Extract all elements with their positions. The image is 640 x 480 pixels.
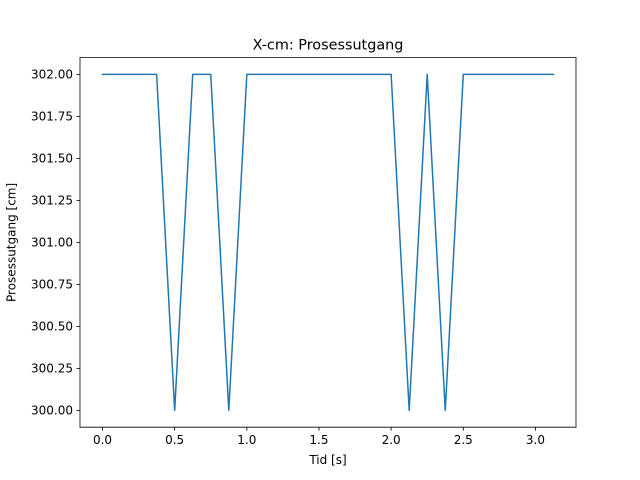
y-tick-label: 300.50 bbox=[31, 320, 73, 334]
y-tick-label: 300.75 bbox=[31, 278, 73, 292]
y-tick-label: 301.00 bbox=[31, 236, 73, 250]
x-axis-label: Tid [s] bbox=[308, 453, 346, 467]
x-tick-label: 2.0 bbox=[382, 433, 401, 447]
y-tick-label: 301.25 bbox=[31, 194, 73, 208]
x-tick-label: 0.5 bbox=[165, 433, 184, 447]
y-tick-label: 301.75 bbox=[31, 110, 73, 124]
chart-title: X-cm: Prosessutgang bbox=[253, 38, 404, 54]
x-axis-ticks: 0.0 0.5 1.0 1.5 2.0 2.5 3.0 bbox=[93, 427, 545, 447]
x-tick-label: 0.0 bbox=[93, 433, 112, 447]
y-tick-label: 302.00 bbox=[31, 68, 73, 82]
y-axis-ticks: 300.00 300.25 300.50 300.75 301.00 301.25 301.… bbox=[31, 68, 80, 418]
plot-area bbox=[80, 57, 576, 428]
y-tick-label: 301.50 bbox=[31, 152, 73, 166]
x-tick-label: 1.0 bbox=[237, 433, 256, 447]
series-line-0 bbox=[101, 73, 555, 412]
y-tick-label: 300.00 bbox=[31, 404, 73, 418]
y-axis-label: Prosessutgang [cm] bbox=[5, 183, 19, 302]
y-tick-label: 300.25 bbox=[31, 362, 73, 376]
x-tick-label: 3.0 bbox=[526, 433, 545, 447]
series-layer bbox=[101, 73, 555, 412]
x-tick-label: 2.5 bbox=[454, 433, 473, 447]
x-tick-label: 1.5 bbox=[309, 433, 328, 447]
